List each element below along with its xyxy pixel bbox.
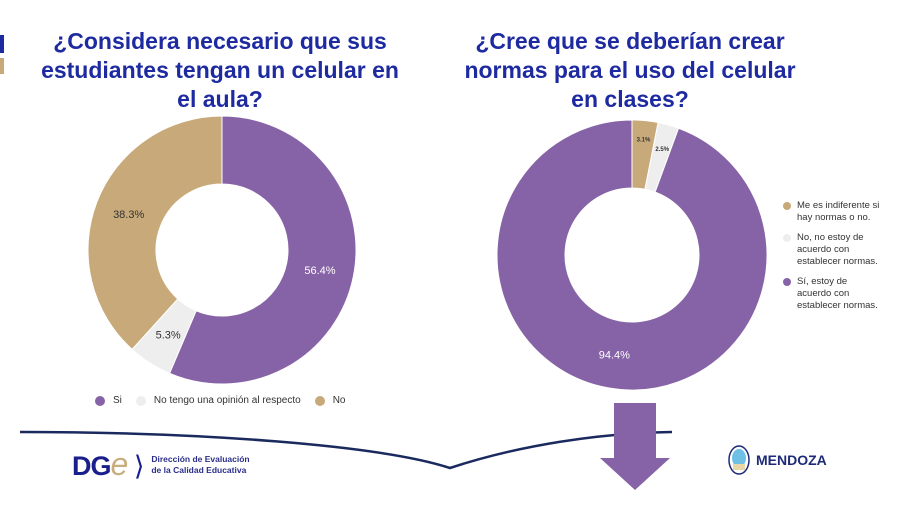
mendoza-logo: MENDOZA: [728, 445, 827, 475]
legend-swatch: [314, 395, 325, 406]
legend-item: Me es indiferente si hay normas o no.: [783, 200, 883, 224]
legend-item: No tengo una opinión al respecto: [135, 395, 301, 406]
legend-label: No: [332, 395, 346, 406]
side-bar-blue: [0, 35, 4, 53]
data-label: 56.4%: [304, 265, 335, 277]
legend-item: Si: [95, 395, 122, 406]
legend-swatch: [95, 395, 105, 406]
dge-line-2: de la Calidad Educativa: [151, 464, 247, 475]
legend-item: No: [314, 395, 346, 406]
legend-label: No tengo una opinión al respecto: [153, 395, 301, 406]
data-label: 94.4%: [599, 349, 630, 361]
chart-1-title: ¿Considera necesario que sus estudiantes…: [41, 28, 399, 112]
dge-line-1: Dirección de Evaluación: [151, 453, 250, 464]
legend-label: Sí, estoy de acuerdo con establecer norm…: [797, 276, 878, 311]
legend-swatch: [783, 234, 791, 242]
chart-2-title: ¿Cree que se deberían crear normas para …: [464, 28, 796, 112]
legend-swatch: [783, 278, 791, 286]
donut-slice: [168, 115, 357, 385]
chart-1-legend: Si No tengo una opinión al respecto No: [95, 395, 345, 406]
data-label: 3.1%: [637, 138, 651, 144]
dge-logo-mark: DGe ⟩: [72, 446, 144, 482]
donut-slice: [87, 115, 223, 351]
mendoza-text: MENDOZA: [756, 452, 827, 468]
legend-item: No, no estoy de acuerdo con establecer n…: [783, 232, 883, 268]
data-label: 2.5%: [655, 147, 669, 153]
legend-label: Si: [113, 395, 122, 406]
side-bar-tan: [0, 58, 4, 74]
dge-logo: DGe ⟩ Dirección de Evaluación de la Calid…: [72, 446, 250, 483]
donut-slice: [496, 119, 768, 391]
legend-swatch: [135, 395, 146, 406]
legend-label: No, no estoy de acuerdo con establecer n…: [797, 232, 878, 267]
mendoza-shield-icon: [728, 445, 750, 475]
legend-swatch: [783, 202, 791, 210]
data-label: 38.3%: [113, 209, 144, 221]
footer-curve: [19, 430, 673, 470]
chart-2-legend: Me es indiferente si hay normas o no. No…: [783, 200, 883, 320]
data-label: 5.3%: [156, 329, 181, 341]
legend-item: Sí, estoy de acuerdo con establecer norm…: [783, 276, 883, 312]
down-arrow-icon: [600, 403, 670, 490]
legend-label: Me es indiferente si hay normas o no.: [797, 200, 880, 223]
